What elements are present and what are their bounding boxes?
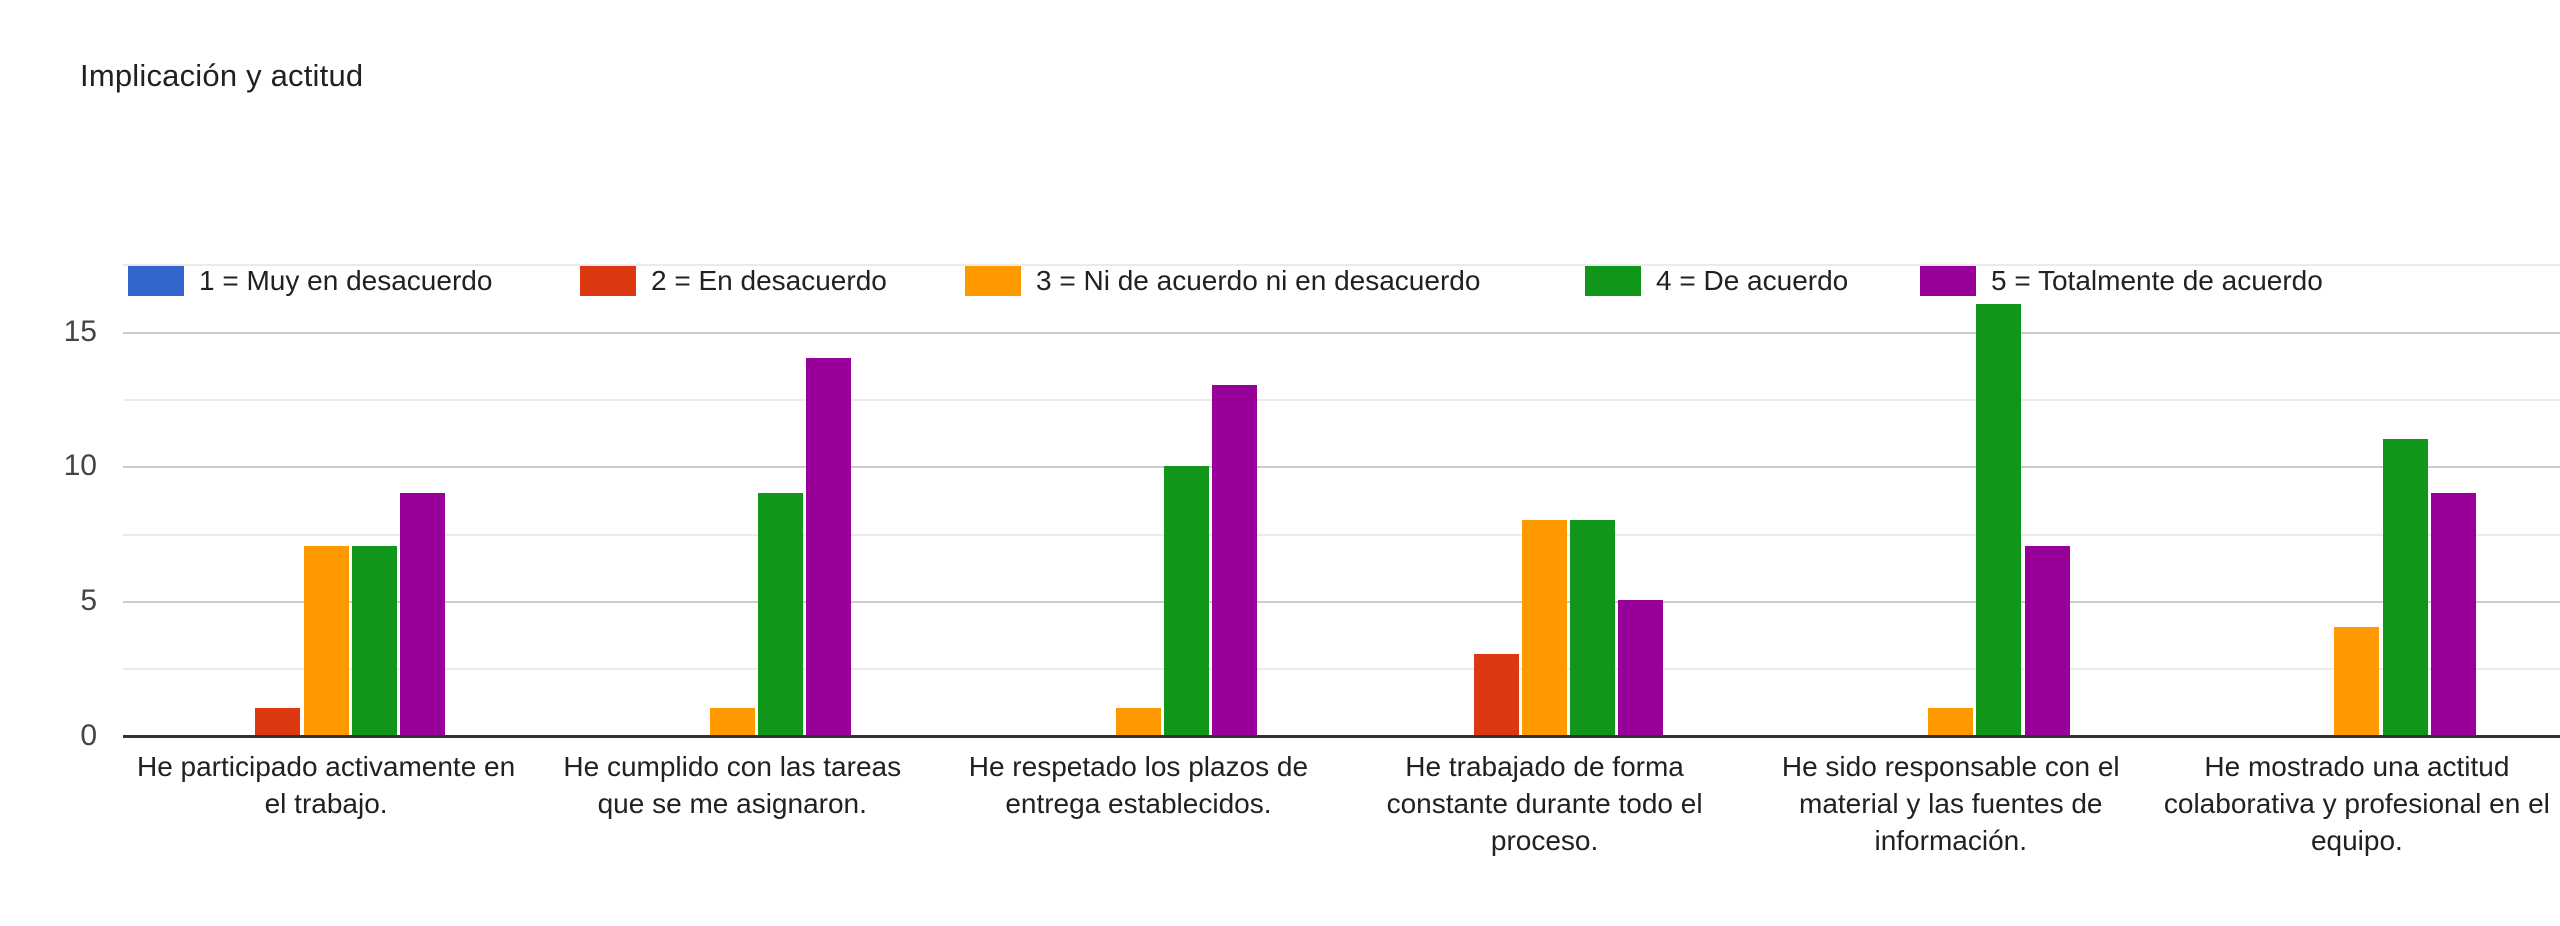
legend-swatch [1585,266,1641,296]
x-axis-category-label: He sido responsable con el material y la… [1781,751,2120,856]
chart-title: Implicación y actitud [80,58,364,93]
y-axis-tick-label: 5 [80,584,97,618]
bar[interactable] [1212,384,1258,735]
bar[interactable] [2430,492,2476,735]
legend-label: 3 = Ni de acuerdo ni en desacuerdo [1036,265,1481,296]
bar[interactable] [709,708,755,735]
legend-label: 2 = En desacuerdo [651,265,887,296]
bar[interactable] [1976,304,2022,735]
x-axis-category-label: He participado activamente en el trabajo… [136,751,516,819]
legend-swatch [128,266,184,296]
y-axis-tick-label: 15 [63,314,97,348]
major-gridline [123,466,2560,469]
legend-swatch [580,266,636,296]
bar[interactable] [2334,627,2380,735]
legend-item: 1 = Muy en desacuerdo [128,265,493,296]
x-axis-category-label: He cumplido con las tareas que se me asi… [563,751,902,819]
minor-gridline [123,668,2560,671]
bar[interactable] [1618,600,1664,735]
legend-label: 1 = Muy en desacuerdo [199,265,493,296]
bar[interactable] [1115,708,1161,735]
bar[interactable] [1473,654,1519,735]
x-axis-line [123,735,2560,738]
x-axis-category-label: He respetado los plazos de entrega estab… [968,751,1309,819]
legend-label: 5 = Totalmente de acuerdo [1991,265,2323,296]
bar[interactable] [399,492,445,735]
y-axis-tick-label: 0 [80,718,97,752]
bar[interactable] [255,708,301,735]
bar[interactable] [2382,438,2428,735]
major-gridline [123,601,2560,604]
minor-gridline [123,264,2560,267]
bar[interactable] [1164,465,1210,735]
legend-label: 4 = De acuerdo [1656,265,1849,296]
bar[interactable] [351,546,397,735]
bar[interactable] [1522,519,1568,735]
bar[interactable] [303,546,349,735]
bar[interactable] [2024,546,2070,735]
legend-item: 4 = De acuerdo [1585,265,1849,296]
legend-swatch [965,266,1021,296]
x-axis-category-label: He mostrado una actitud colaborativa y p… [2163,751,2550,856]
bar[interactable] [757,492,803,735]
y-axis-tick-label: 10 [63,449,97,483]
legend-item: 3 = Ni de acuerdo ni en desacuerdo [965,265,1481,296]
legend-item: 2 = En desacuerdo [580,265,887,296]
x-axis-category-label: He trabajado de forma constante durante … [1386,751,1703,856]
legend-swatch [1920,266,1976,296]
minor-gridline [123,399,2560,402]
legend-item: 5 = Totalmente de acuerdo [1920,265,2323,296]
minor-gridline [123,533,2560,536]
bar[interactable] [1928,708,1974,735]
bar[interactable] [1570,519,1616,735]
major-gridline [123,331,2560,334]
bar[interactable] [806,357,852,735]
